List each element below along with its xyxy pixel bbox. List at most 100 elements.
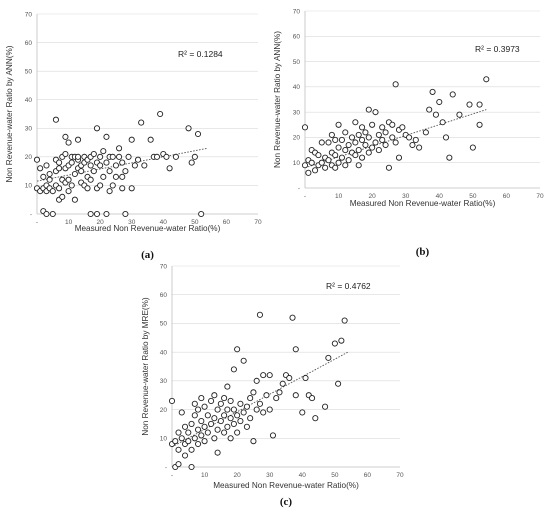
data-point [191,153,198,160]
data-point [362,129,369,136]
data-point [112,162,119,169]
data-point [240,409,247,416]
panel-label: (a) [141,249,154,261]
x-tick-label: - [36,219,38,226]
data-point [266,372,273,379]
y-tick-label: 20 [160,407,168,414]
y-tick-label: 20 [25,154,33,161]
data-point [191,412,198,419]
data-point [331,340,338,347]
data-point [178,435,185,442]
data-point [273,395,280,402]
y-tick-label: 10 [293,160,301,167]
data-point [375,147,382,154]
data-point [125,153,132,160]
data-point [163,153,170,160]
data-point [369,121,376,128]
data-point [78,168,85,175]
data-point [355,147,362,154]
data-point [342,162,349,169]
y-tick-label: 30 [160,378,168,385]
data-point [97,162,104,169]
data-point [214,426,221,433]
data-point [345,157,352,164]
data-point [198,432,205,439]
x-axis-title: Measured Non Revenue-water Ratio(%) [350,199,496,208]
data-point [352,152,359,159]
data-point [119,173,126,180]
y-tick-label: 10 [25,183,33,190]
data-point [65,139,72,146]
y-tick-label: 40 [25,97,33,104]
data-point [138,119,145,126]
data-point [227,415,234,422]
data-point [341,317,348,324]
data-point [201,438,208,445]
data-point [230,366,237,373]
x-tick-label: 30 [128,219,136,226]
data-point [68,159,75,166]
x-axis-title: Measured Non Revenue-water Ratio(%) [75,224,221,233]
data-point [195,426,202,433]
data-point [201,423,208,430]
data-point [352,139,359,146]
data-point [476,121,483,128]
data-point [385,164,392,171]
data-point [185,429,192,436]
data-point [315,152,322,159]
data-point [62,133,69,140]
data-point [198,395,205,402]
data-point [292,346,299,353]
data-point [87,162,94,169]
data-point [188,420,195,427]
data-point [217,418,224,425]
data-point [103,210,110,218]
x-tick-label: 50 [469,193,477,200]
data-point [181,423,189,430]
x-tick-label: 40 [160,219,168,226]
data-point [426,106,433,113]
x-tick-label: - [304,193,306,200]
data-point [279,380,286,387]
data-point [185,125,192,132]
data-point [409,141,416,149]
data-point [305,169,312,176]
data-point [299,409,306,416]
data-point [214,406,221,413]
data-point [359,136,366,144]
data-point [204,429,211,436]
data-point [338,154,345,161]
data-point [266,406,273,413]
data-point [308,159,315,166]
y-tick-label: 60 [160,292,168,299]
data-point [416,144,423,151]
data-point [256,311,263,318]
data-point [234,412,241,419]
data-point [325,157,332,164]
data-point [188,463,195,471]
y-axis-title: Non Revenue-water Ratio by ANN(%) [273,31,282,168]
data-point [456,111,463,118]
data-point [103,133,110,140]
x-tick-label: 50 [191,219,199,226]
data-point [325,139,332,146]
data-point [234,429,241,436]
data-point [224,406,231,413]
data-point [243,423,250,430]
x-tick-label: 10 [335,193,343,200]
data-point [412,136,419,144]
data-point [109,153,116,160]
data-point [191,435,198,442]
data-point [74,153,82,160]
data-point [432,111,439,118]
data-point [276,389,283,396]
panel-label: (c) [280,496,293,508]
data-point [198,418,205,425]
scatter-panel-1: - 10 20 30 40 50 60 70 - 10 20 30 40 50 60 70 Measured N… [5,11,262,261]
data-point [90,168,97,175]
x-tick-label: 40 [299,472,307,479]
data-point [382,129,389,136]
data-point [147,136,154,143]
data-point [369,144,376,151]
